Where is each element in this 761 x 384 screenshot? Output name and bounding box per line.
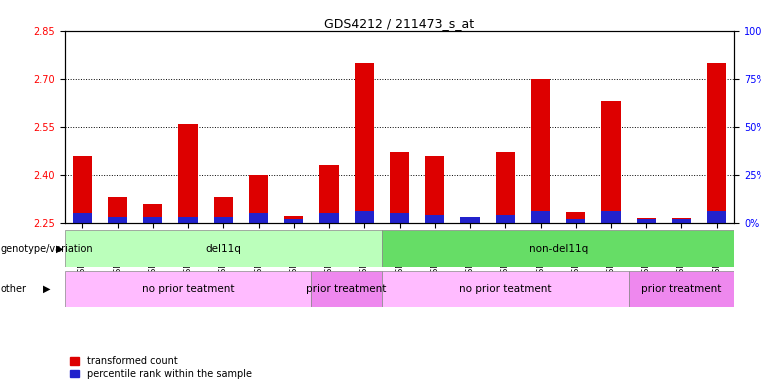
Bar — [382, 271, 629, 307]
Text: no prior teatment: no prior teatment — [459, 284, 552, 294]
Bar — [531, 79, 550, 223]
Text: del11q: del11q — [205, 243, 241, 254]
Bar — [390, 152, 409, 223]
Text: prior treatment: prior treatment — [307, 284, 387, 294]
Text: other: other — [1, 284, 27, 294]
Bar — [495, 152, 515, 223]
Text: no prior teatment: no prior teatment — [142, 284, 234, 294]
Legend: transformed count, percentile rank within the sample: transformed count, percentile rank withi… — [69, 356, 252, 379]
Bar — [72, 213, 92, 223]
Bar — [566, 212, 585, 223]
Bar — [707, 63, 727, 223]
Bar — [425, 156, 444, 223]
Bar — [495, 215, 515, 223]
Bar — [636, 218, 656, 223]
Bar — [311, 271, 382, 307]
Bar — [72, 156, 92, 223]
Bar — [284, 219, 304, 223]
Bar — [320, 213, 339, 223]
Bar — [460, 218, 479, 223]
Bar — [672, 218, 691, 223]
Bar — [108, 197, 127, 223]
Bar — [355, 63, 374, 223]
Text: ▶: ▶ — [43, 284, 51, 294]
Title: GDS4212 / 211473_s_at: GDS4212 / 211473_s_at — [324, 17, 475, 30]
Text: non-del11q: non-del11q — [528, 243, 587, 254]
Bar — [382, 230, 734, 267]
Bar — [214, 197, 233, 223]
Bar — [249, 175, 268, 223]
Bar — [320, 165, 339, 223]
Bar — [143, 204, 163, 223]
Bar — [460, 217, 479, 223]
Bar — [390, 213, 409, 223]
Bar — [601, 211, 621, 223]
Bar — [425, 215, 444, 223]
Bar — [629, 271, 734, 307]
Bar — [65, 230, 382, 267]
Text: genotype/variation: genotype/variation — [1, 243, 94, 254]
Text: ▶: ▶ — [56, 243, 63, 254]
Bar — [178, 124, 198, 223]
Bar — [672, 219, 691, 223]
Bar — [249, 213, 268, 223]
Bar — [143, 217, 163, 223]
Bar — [601, 101, 621, 223]
Bar — [178, 217, 198, 223]
Bar — [707, 211, 727, 223]
Bar — [355, 211, 374, 223]
Bar — [566, 219, 585, 223]
Bar — [636, 219, 656, 223]
Text: prior treatment: prior treatment — [642, 284, 721, 294]
Bar — [108, 217, 127, 223]
Bar — [531, 211, 550, 223]
Bar — [284, 216, 304, 223]
Bar — [65, 271, 311, 307]
Bar — [214, 217, 233, 223]
